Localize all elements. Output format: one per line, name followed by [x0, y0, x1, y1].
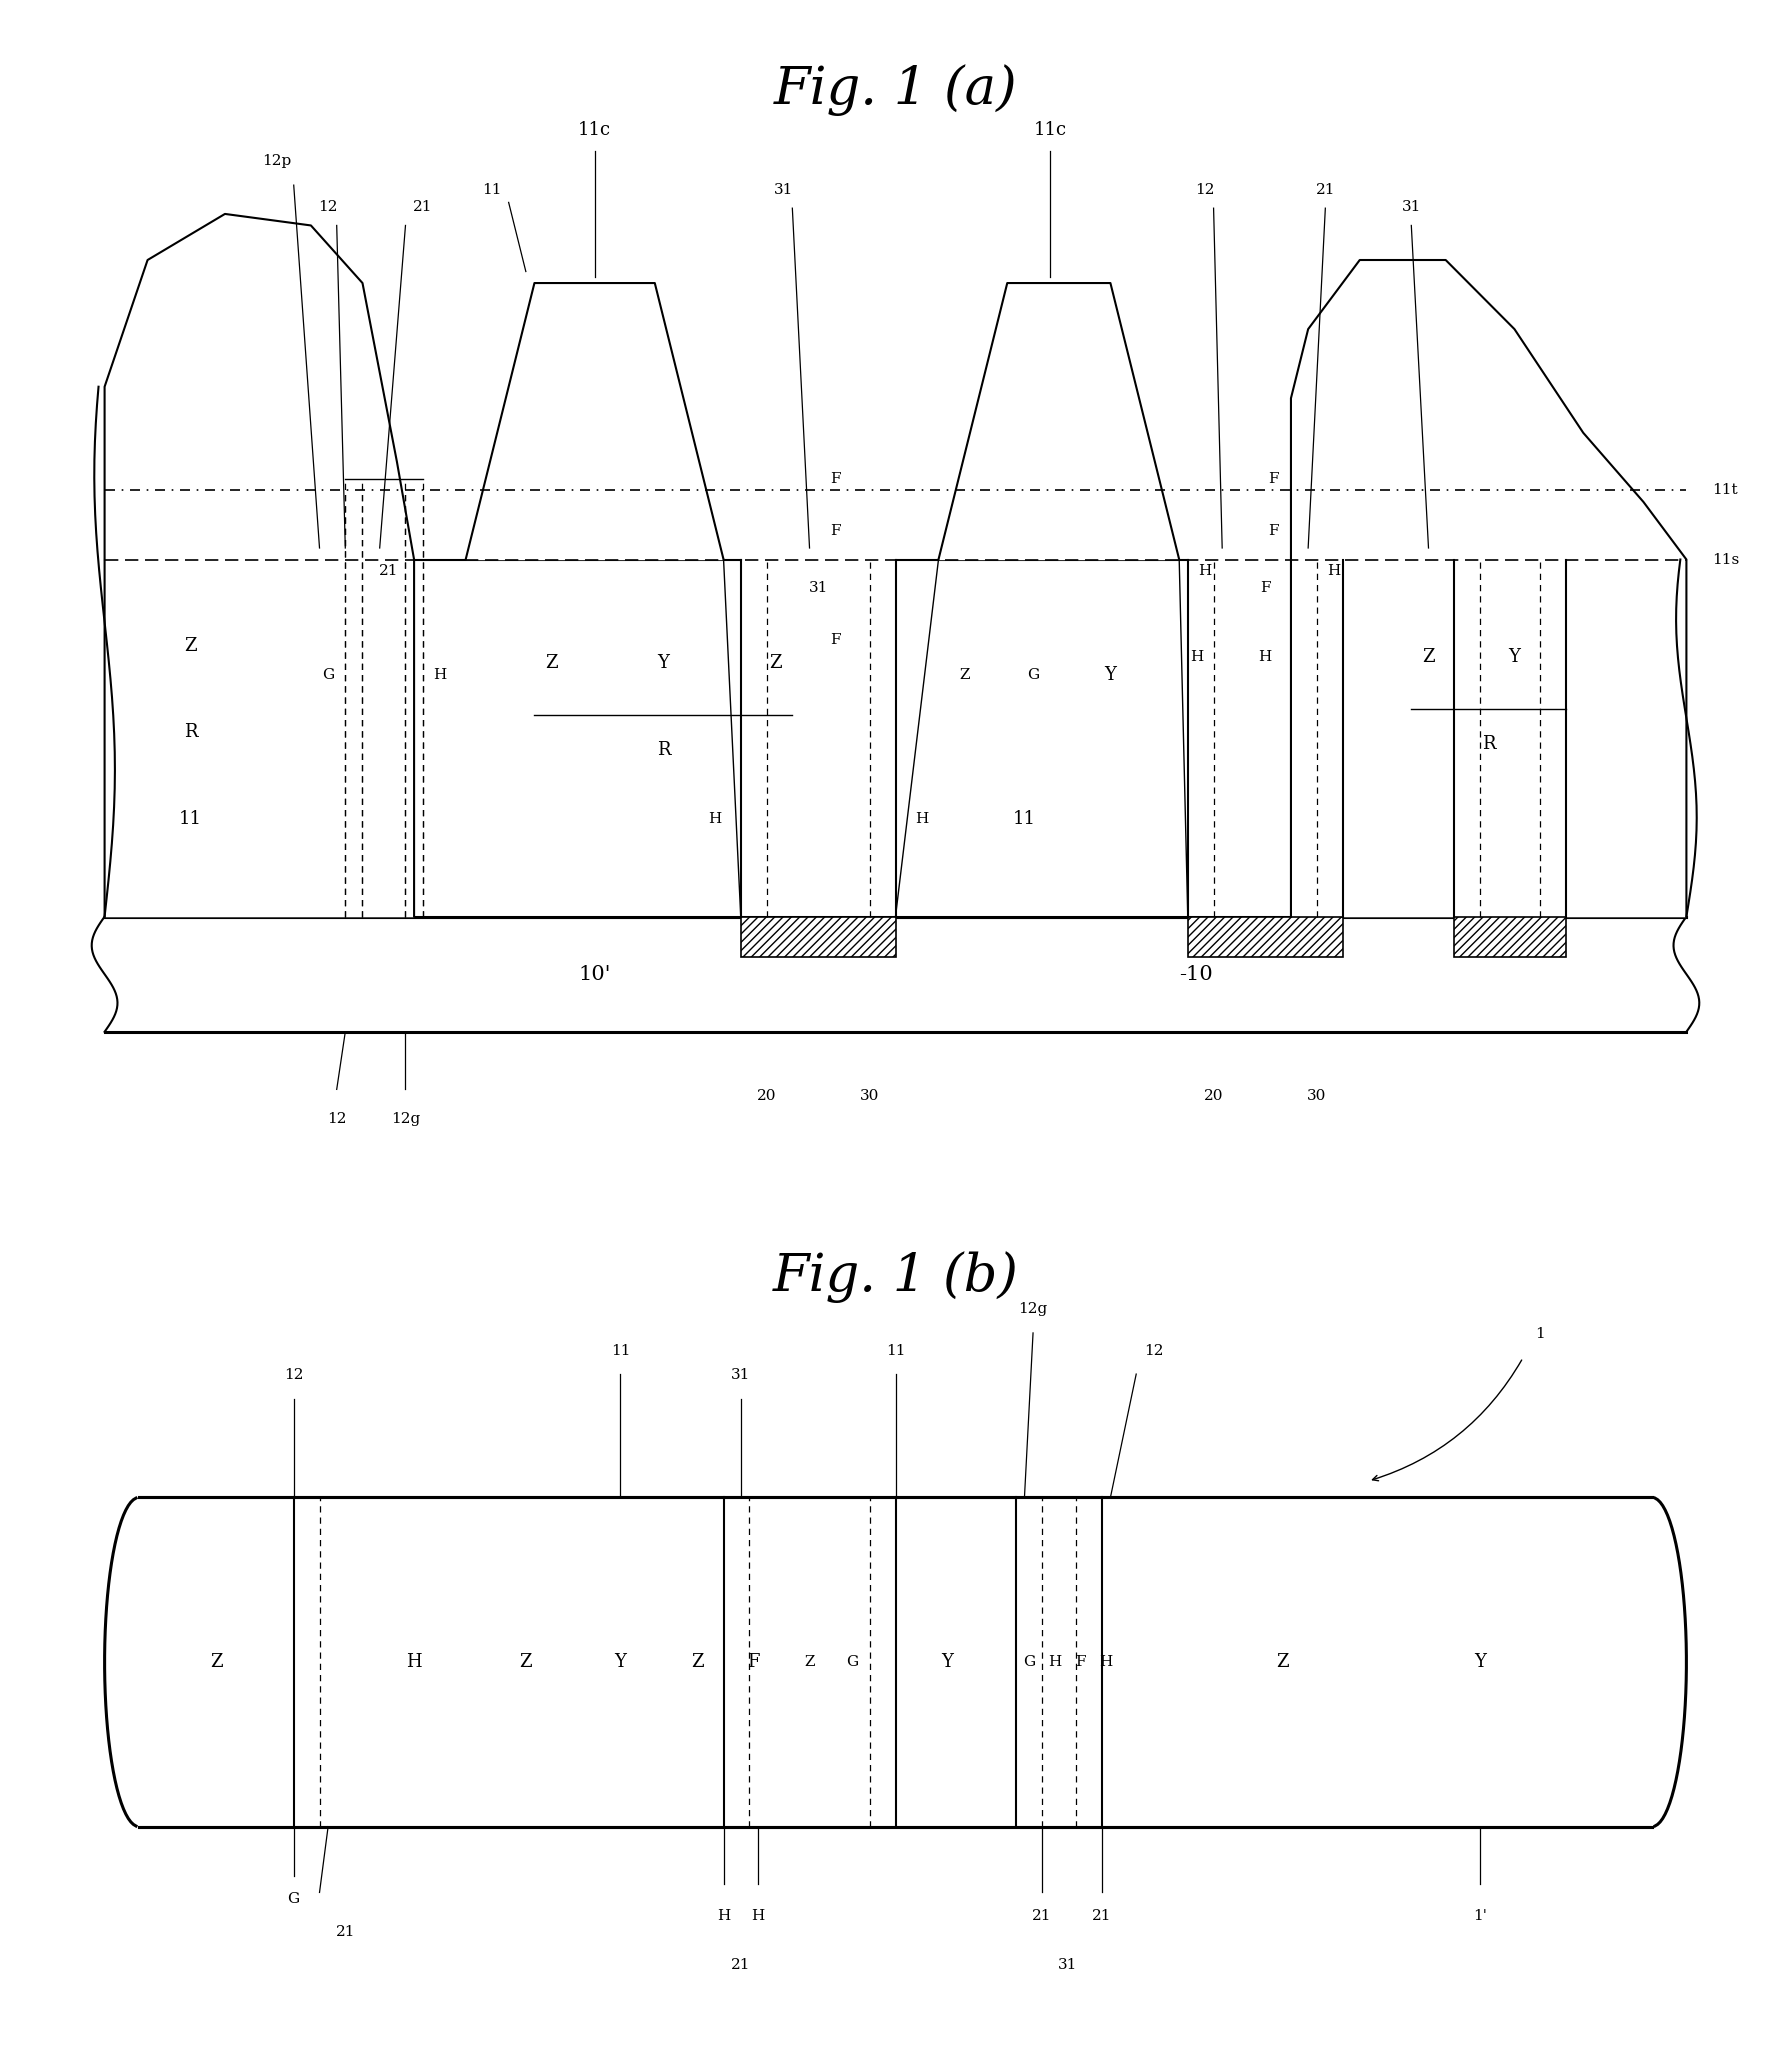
Text: 11: 11 [887, 1343, 904, 1358]
Text: H: H [433, 669, 446, 681]
Text: H: H [407, 1654, 423, 1670]
Polygon shape [104, 917, 1687, 1033]
Text: 21: 21 [1032, 1909, 1051, 1923]
Text: Z: Z [210, 1654, 222, 1670]
Text: Y: Y [940, 1654, 953, 1670]
Polygon shape [938, 284, 1178, 560]
Text: H: H [1100, 1656, 1112, 1668]
Polygon shape [1343, 560, 1454, 917]
Text: Z: Z [544, 654, 559, 673]
Text: Z: Z [691, 1654, 704, 1670]
Text: G: G [322, 669, 335, 681]
Text: Y: Y [1474, 1654, 1487, 1670]
Text: 12g: 12g [1019, 1302, 1048, 1316]
Text: H: H [1198, 564, 1211, 578]
Text: 11: 11 [611, 1343, 630, 1358]
Text: 12p: 12p [261, 154, 292, 169]
Text: H: H [716, 1909, 731, 1923]
Bar [1454, 917, 1565, 957]
Text: R: R [657, 741, 670, 759]
Text: Z: Z [184, 638, 197, 654]
Text: Z: Z [1422, 648, 1435, 666]
Text: 20: 20 [1204, 1090, 1223, 1103]
Polygon shape [896, 560, 1187, 917]
Text: H: H [1327, 564, 1340, 578]
Text: Fig. 1 (b): Fig. 1 (b) [772, 1251, 1019, 1302]
Text: G: G [1023, 1656, 1035, 1668]
Text: 21: 21 [378, 564, 398, 578]
Polygon shape [1291, 259, 1687, 917]
Text: H: H [1048, 1656, 1060, 1668]
Text: Z: Z [804, 1656, 815, 1668]
Text: 1: 1 [1535, 1327, 1546, 1341]
Text: 31: 31 [1058, 1958, 1076, 1973]
Text: Z: Z [768, 654, 781, 673]
Text: 11t: 11t [1712, 483, 1737, 498]
Polygon shape [1565, 560, 1687, 917]
Text: 11: 11 [482, 183, 501, 197]
Text: 31: 31 [731, 1368, 750, 1382]
Text: H: H [709, 813, 722, 825]
Bar [741, 917, 896, 957]
Text: 21: 21 [1316, 183, 1334, 197]
Polygon shape [104, 560, 741, 917]
Text: F: F [747, 1654, 759, 1670]
Text: 11: 11 [1014, 810, 1035, 827]
Text: 21: 21 [414, 200, 432, 214]
Text: 21: 21 [335, 1925, 355, 1940]
Text: 30: 30 [860, 1090, 879, 1103]
Text: 12: 12 [1195, 183, 1214, 197]
Text: R: R [1481, 734, 1495, 753]
Text: Y: Y [657, 654, 670, 673]
Text: 20: 20 [758, 1090, 776, 1103]
Text: H: H [915, 813, 928, 825]
Text: Y: Y [614, 1654, 627, 1670]
Text: Z: Z [958, 669, 969, 681]
Text: Y: Y [1105, 666, 1116, 683]
Text: 31: 31 [774, 183, 793, 197]
Polygon shape [1651, 1497, 1687, 1827]
Text: 1': 1' [1474, 1909, 1487, 1923]
Text: H: H [1259, 650, 1272, 664]
Polygon shape [466, 284, 724, 560]
Text: 12: 12 [1144, 1343, 1162, 1358]
Text: 10': 10' [578, 965, 611, 983]
Text: 21: 21 [731, 1958, 750, 1973]
Text: 11c: 11c [1033, 121, 1067, 140]
Text: 12g: 12g [390, 1113, 421, 1127]
Text: 12: 12 [328, 1113, 346, 1127]
Text: 12: 12 [285, 1368, 303, 1382]
Text: 11c: 11c [578, 121, 611, 140]
Text: Y: Y [1508, 648, 1521, 666]
Text: F: F [829, 634, 840, 648]
Text: 11: 11 [179, 810, 202, 827]
Text: H: H [752, 1909, 765, 1923]
Text: G: G [288, 1892, 299, 1907]
Text: G: G [847, 1656, 858, 1668]
Text: F: F [1075, 1656, 1085, 1668]
Text: Fig. 1 (a): Fig. 1 (a) [774, 64, 1017, 115]
Text: F: F [1268, 525, 1279, 537]
Text: F: F [829, 525, 840, 537]
Text: 31: 31 [1402, 200, 1420, 214]
Text: -10: -10 [1180, 965, 1213, 983]
Text: F: F [829, 471, 840, 485]
Text: Z: Z [1275, 1654, 1290, 1670]
Bar [1187, 917, 1343, 957]
Text: 11s: 11s [1712, 553, 1739, 566]
Text: Z: Z [519, 1654, 532, 1670]
Text: G: G [1026, 669, 1039, 681]
Text: F: F [1268, 471, 1279, 485]
Polygon shape [104, 214, 414, 917]
Text: H: H [1189, 650, 1204, 664]
Polygon shape [140, 1497, 1651, 1827]
Text: F: F [1259, 582, 1270, 594]
Polygon shape [140, 1497, 1651, 1827]
Polygon shape [104, 1497, 140, 1827]
Text: 31: 31 [808, 582, 827, 594]
Text: 30: 30 [1307, 1090, 1327, 1103]
Text: R: R [184, 724, 197, 741]
Text: 21: 21 [1093, 1909, 1112, 1923]
Text: 12: 12 [319, 200, 338, 214]
